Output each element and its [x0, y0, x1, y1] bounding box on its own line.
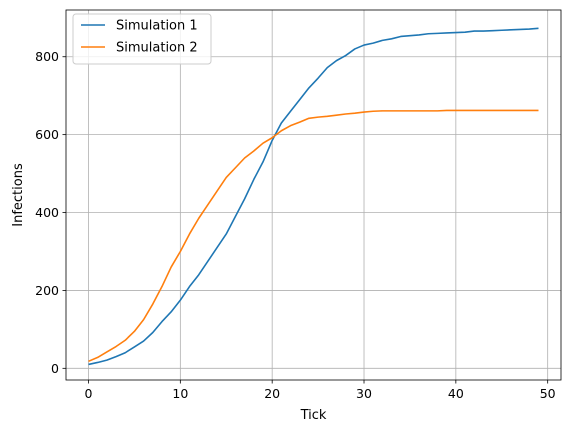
legend-label-simulation-2: Simulation 2 — [116, 41, 198, 56]
y-tick-label: 400 — [35, 205, 59, 220]
x-tick-label: 40 — [448, 386, 464, 401]
y-tick-label: 200 — [35, 283, 59, 298]
series-line-2 — [88, 109, 539, 363]
x-tick-label: 20 — [264, 386, 280, 401]
x-axis-label: Tick — [300, 408, 327, 423]
x-tick-label: 0 — [85, 386, 93, 401]
y-tick-label: 800 — [35, 49, 59, 64]
plot-frame — [65, 9, 562, 381]
x-tick-label: 10 — [172, 386, 188, 401]
legend-label-simulation-1: Simulation 1 — [116, 19, 198, 34]
plot-lines — [88, 27, 539, 366]
x-tick-label: 30 — [356, 386, 372, 401]
y-tick-label: 0 — [51, 361, 59, 376]
y-axis-label: Infections — [11, 163, 26, 227]
axis-ticks: 0 10 20 30 40 50 0 200 400 600 800 — [35, 49, 556, 401]
y-tick-label: 600 — [35, 127, 59, 142]
legend-box — [72, 13, 212, 65]
x-tick-label: 50 — [540, 386, 556, 401]
series-line-1 — [88, 27, 539, 366]
legend: Simulation 1 Simulation 2 — [72, 13, 212, 65]
